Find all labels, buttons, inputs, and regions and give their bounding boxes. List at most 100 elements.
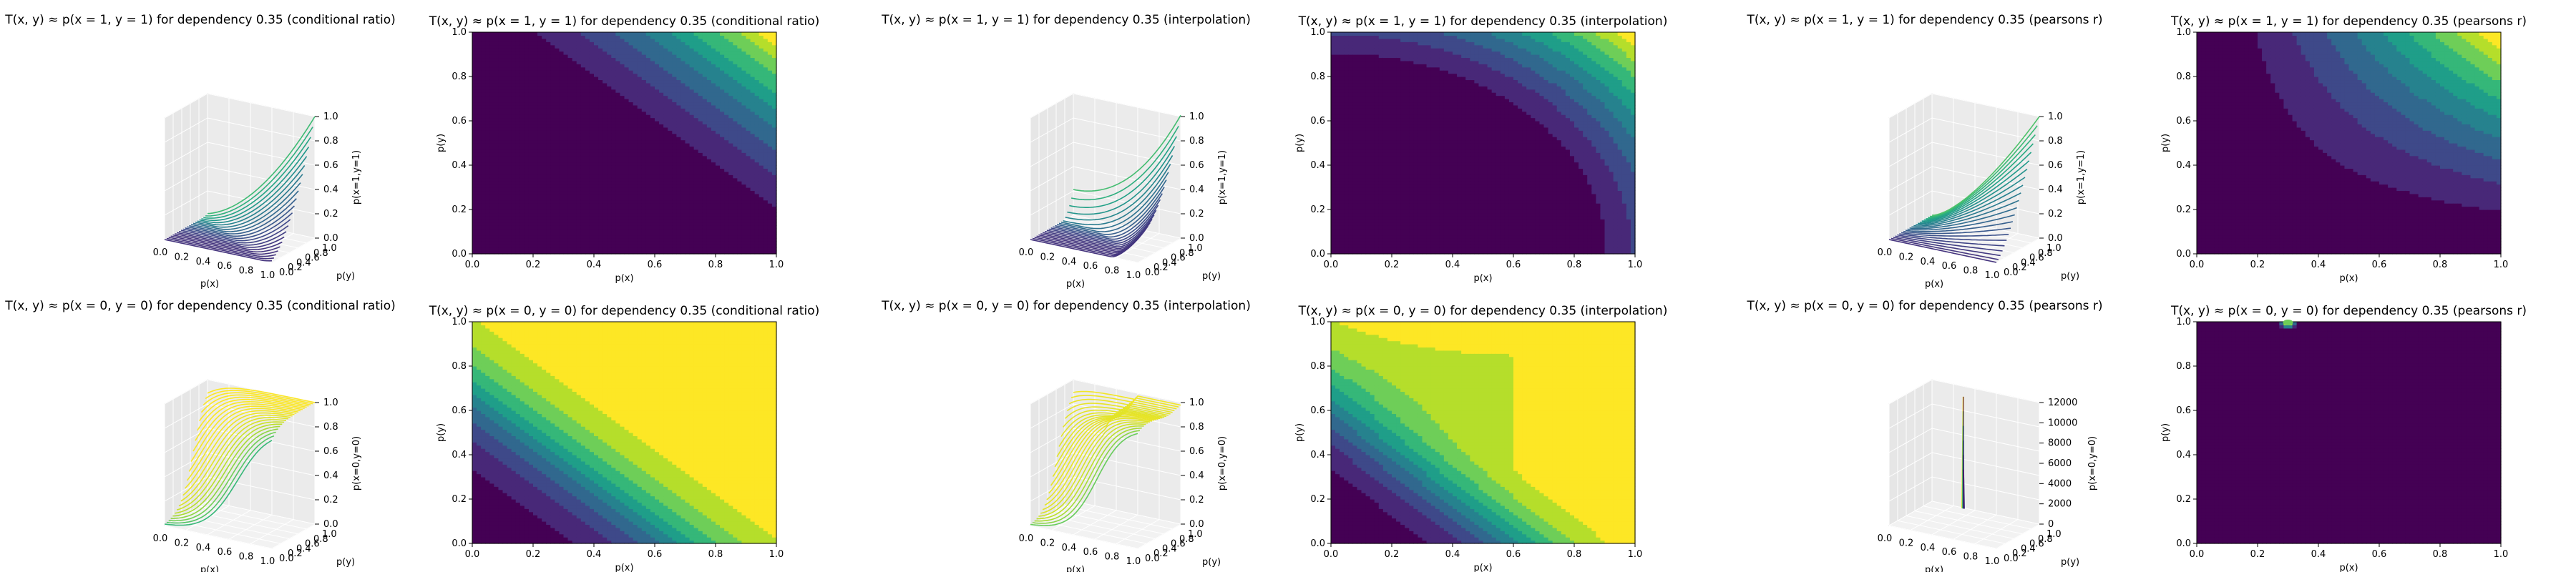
contour-cell: [720, 168, 725, 172]
contour-cell: [585, 152, 590, 157]
contour-cell: [685, 54, 691, 59]
contour-cell: [602, 92, 608, 97]
contour-cell: [550, 193, 555, 197]
contour-cell: [550, 82, 555, 87]
contour-cell: [711, 66, 716, 71]
contour-cell: [615, 92, 621, 97]
contour-cell: [720, 79, 725, 84]
contour-cell: [519, 89, 525, 93]
contour-cell: [655, 99, 660, 103]
contour-cell: [607, 155, 612, 159]
contour-cell: [702, 89, 708, 93]
contour-cell: [555, 70, 560, 74]
contour-cell: [615, 228, 621, 232]
contour-cell: [567, 199, 573, 204]
contour-cell: [680, 60, 686, 64]
contour-cell: [663, 143, 668, 147]
contour-cell: [663, 48, 668, 52]
contour-cell: [615, 48, 621, 52]
contour-cell: [716, 54, 721, 59]
contour-cell: [693, 41, 699, 46]
contour-cell: [758, 133, 764, 137]
contour-cell: [615, 111, 621, 115]
contour-cell: [706, 206, 712, 210]
contour-cell: [494, 102, 499, 106]
contour-cell: [663, 215, 668, 220]
contour-cell: [485, 184, 490, 188]
contour-cell: [633, 237, 638, 242]
contour-cell: [511, 187, 517, 192]
contour-cell: [771, 70, 777, 74]
contour-cell: [746, 66, 751, 71]
contour-cell: [585, 54, 590, 59]
contour-cell: [511, 127, 517, 131]
contour-cell: [637, 32, 643, 36]
contour-cell: [645, 111, 651, 115]
contour-cell: [689, 54, 695, 59]
contour-cell: [533, 209, 538, 214]
x-tick-label: 0.0: [465, 260, 480, 270]
contour-cell: [711, 73, 716, 77]
contour-cell: [589, 114, 595, 119]
contour-cell: [607, 127, 612, 131]
contour-cell: [576, 206, 582, 210]
contour-cell: [511, 159, 517, 163]
contour-cell: [598, 209, 603, 214]
contour-cell: [624, 244, 630, 248]
contour-cell: [524, 159, 530, 163]
contour-cell: [633, 104, 638, 109]
contour-cell: [576, 187, 582, 192]
contour-cell: [602, 152, 608, 157]
contour-cell: [563, 181, 569, 185]
contour-cell: [615, 152, 621, 157]
contour-cell: [628, 149, 634, 153]
contour-cell: [655, 152, 660, 157]
contour-cell: [693, 32, 699, 36]
contour-cell: [524, 124, 530, 128]
contour-cell: [533, 228, 538, 232]
contour-cell: [641, 244, 647, 248]
contour-cell: [689, 86, 695, 90]
contour-cell: [546, 162, 551, 166]
contour-cell: [746, 193, 751, 197]
contour-cell: [758, 247, 764, 252]
contour-cell: [594, 95, 599, 99]
contour-cell: [728, 247, 733, 252]
contour-cell: [615, 222, 621, 226]
contour-cell: [668, 215, 673, 220]
contour-cell: [680, 174, 686, 179]
x-tick-label: 0.2: [175, 252, 190, 262]
contour-cell: [733, 95, 738, 99]
contour-cell: [485, 70, 490, 74]
contour-cell: [511, 244, 517, 248]
contour-cell: [698, 35, 703, 39]
contour-cell: [598, 174, 603, 179]
contour-cell: [559, 57, 565, 61]
contour-cell: [672, 215, 677, 220]
contour-cell: [733, 32, 738, 36]
contour-cell: [515, 124, 521, 128]
contour-cell: [507, 165, 512, 169]
contour-cell: [524, 241, 530, 245]
contour-cell: [524, 111, 530, 115]
contour-cell: [489, 241, 494, 245]
contour-cell: [628, 73, 634, 77]
contour-cell: [659, 146, 664, 150]
contour-cell: [711, 86, 716, 90]
contour-cell: [746, 241, 751, 245]
contour-cell: [611, 165, 616, 169]
contour-cell: [668, 222, 673, 226]
contour-cell: [502, 168, 508, 172]
contour-cell: [672, 184, 677, 188]
contour-cell: [758, 222, 764, 226]
contour-cell: [758, 152, 764, 157]
contour-cell: [676, 197, 682, 201]
contour-cell: [724, 199, 729, 204]
contour-cell: [698, 139, 703, 144]
contour-cell: [737, 215, 743, 220]
contour-cell: [528, 203, 534, 207]
contour-cell: [537, 38, 542, 42]
contour-cell: [507, 44, 512, 49]
contour-cell: [668, 137, 673, 141]
contour-cell: [546, 57, 551, 61]
